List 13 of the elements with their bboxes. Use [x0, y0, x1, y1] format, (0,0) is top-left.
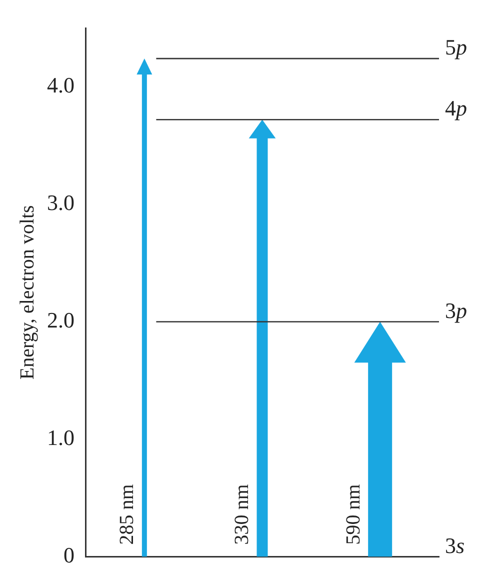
ref-line-label: 5p: [445, 34, 467, 60]
ref-line-label: 4p: [445, 96, 467, 121]
ref-line-label: 3s: [445, 532, 465, 558]
y-tick-label: 3.0: [47, 190, 74, 216]
y-tick-label: 4.0: [47, 72, 74, 98]
ref-line-label: 3p: [445, 298, 467, 323]
y-tick-label: 1.0: [47, 425, 74, 450]
y-tick-label: 2.0: [47, 308, 74, 333]
text: 285 nm: [116, 484, 138, 545]
y-tick-label: 0: [64, 542, 74, 568]
y-axis-title: Energy, electron volts: [16, 204, 38, 380]
annotation: 590 nm: [342, 484, 364, 545]
annotation: 330 nm: [231, 484, 253, 545]
